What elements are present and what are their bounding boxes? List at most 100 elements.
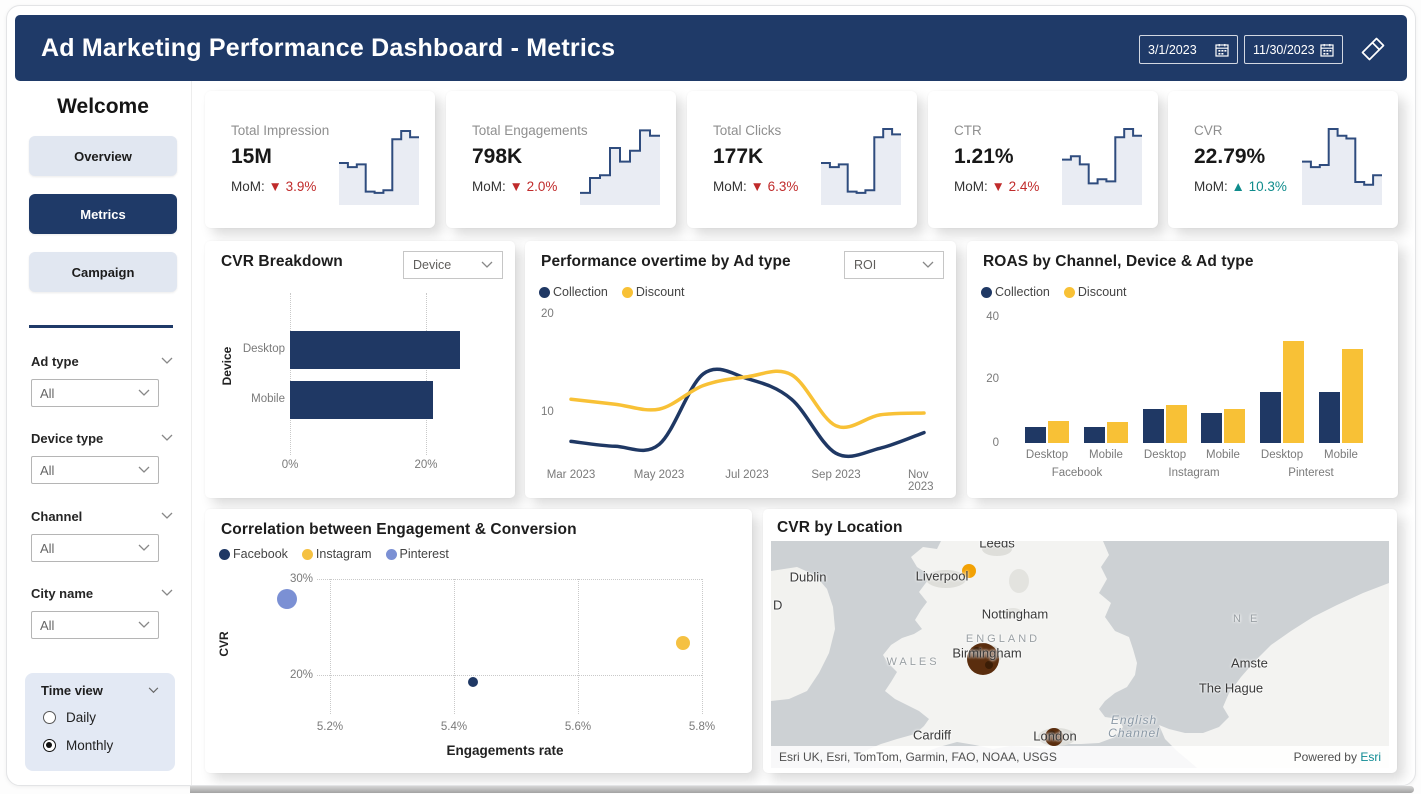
column-category-label: Mobile <box>1206 449 1240 461</box>
legend-dot-icon <box>385 548 397 560</box>
panel-title: Performance overtime by Ad type <box>541 253 791 270</box>
time-view-option-monthly[interactable]: Monthly <box>43 737 113 753</box>
column-category-label: Desktop <box>1025 449 1069 461</box>
kpi-sparkline <box>1062 128 1142 205</box>
map-bubble-birmingham[interactable] <box>972 647 982 657</box>
column-instagram-mobile-discount[interactable] <box>1224 409 1245 443</box>
panel-roas: ROAS by Channel, Device & Ad type Collec… <box>967 241 1398 498</box>
triangle-down-icon: ▼ <box>509 179 523 194</box>
legend-item-discount[interactable]: Discount <box>1063 285 1127 299</box>
map-label-english-channel: English Channel <box>1108 713 1160 740</box>
map-bubble-liverpool[interactable] <box>962 564 976 578</box>
header-bar: Ad Marketing Performance Dashboard - Met… <box>15 15 1407 81</box>
legend-item-facebook[interactable]: Facebook <box>219 547 288 561</box>
column-pinterest-mobile-collection[interactable] <box>1319 391 1340 443</box>
column-facebook-mobile-discount[interactable] <box>1107 422 1128 443</box>
x-axis-title: Engagements rate <box>446 743 564 758</box>
map-bubble-london[interactable] <box>1048 730 1056 738</box>
legend-item-collection[interactable]: Collection <box>539 285 608 299</box>
sidebar-item-overview[interactable]: Overview <box>29 136 177 176</box>
map-ireland <box>771 567 835 701</box>
radio-unchecked-icon[interactable] <box>43 710 56 724</box>
esri-link[interactable]: Esri <box>1360 750 1381 764</box>
map-label-london: London <box>1033 728 1077 744</box>
y-tick-label: 20 <box>986 373 999 385</box>
date-from-value: 3/1/2023 <box>1148 42 1197 57</box>
bar-mobile[interactable] <box>290 381 433 419</box>
y-tick-label: 0 <box>992 437 999 449</box>
sidebar-item-metrics[interactable]: Metrics <box>29 194 177 234</box>
chevron-down-icon <box>161 589 173 596</box>
cvr-breakdown-dimension-select[interactable]: Device <box>403 251 503 279</box>
clear-filters-eraser-icon[interactable] <box>1356 34 1388 66</box>
kpi-value: 798K <box>472 145 523 168</box>
legend-item-pinterest[interactable]: Pinterest <box>385 547 449 561</box>
scatter-point-pinterest[interactable] <box>276 589 297 610</box>
chevron-down-icon <box>138 621 150 628</box>
x-tick-label: May 2023 <box>633 469 685 481</box>
x-tick-label: Jul 2023 <box>725 469 769 481</box>
column-facebook-desktop-discount[interactable] <box>1048 420 1069 443</box>
x-tick-label: Sep 2023 <box>811 469 861 481</box>
column-facebook-mobile-collection[interactable] <box>1084 427 1105 443</box>
kpi-delta: ▼ 6.3% <box>750 179 799 194</box>
legend-item-collection[interactable]: Collection <box>981 285 1050 299</box>
radio-checked-icon[interactable] <box>43 738 56 752</box>
calendar-icon <box>1215 43 1229 57</box>
kpi-mom: MoM: ▼ 3.9% <box>231 179 317 194</box>
kpi-delta: ▲ 10.3% <box>1231 179 1287 194</box>
time-view-option-daily[interactable]: Daily <box>43 709 96 725</box>
line-series-discount[interactable] <box>569 369 926 429</box>
column-instagram-desktop-collection[interactable] <box>1143 409 1164 443</box>
map-bubble-birmingham[interactable] <box>985 661 993 669</box>
legend-item-discount[interactable]: Discount <box>621 285 685 299</box>
scatter-point-facebook[interactable] <box>467 676 478 687</box>
dashboard-frame: Ad Marketing Performance Dashboard - Met… <box>6 5 1416 786</box>
line-chart <box>569 367 926 459</box>
gridline <box>330 579 331 714</box>
chevron-down-icon <box>138 466 150 473</box>
filter-select-ad-type[interactable]: All <box>31 379 159 407</box>
column-pinterest-desktop-collection[interactable] <box>1260 391 1281 443</box>
sidebar-item-campaign[interactable]: Campaign <box>29 252 177 292</box>
column-pinterest-desktop-discount[interactable] <box>1283 340 1304 443</box>
kpi-card-ctr: CTR 1.21% MoM: ▼ 2.4% <box>928 91 1158 228</box>
column-instagram-mobile-collection[interactable] <box>1201 412 1222 443</box>
horizontal-scrollbar[interactable] <box>190 786 1414 793</box>
gridline <box>426 293 427 455</box>
legend: Collection Discount <box>981 285 1127 299</box>
filter-select-channel[interactable]: All <box>31 534 159 562</box>
scatter-point-instagram[interactable] <box>676 636 691 651</box>
performance-measure-select[interactable]: ROI <box>844 251 944 279</box>
kpi-sparkline <box>339 130 419 205</box>
column-group-label: Instagram <box>1168 467 1220 479</box>
panel-cvr-breakdown: CVR Breakdown Device Device 0% 20% Desktop… <box>205 241 515 498</box>
map-attribution: Esri UK, Esri, TomTom, Garmin, FAO, NOAA… <box>771 746 1389 768</box>
y-tick-label: 10 <box>541 406 554 418</box>
date-to-picker[interactable]: 11/30/2023 <box>1244 35 1343 64</box>
location-map[interactable]: Dublin Leeds Liverpool Nottingham ENGLAND Bir… <box>771 541 1389 768</box>
kpi-mom: MoM: ▼ 6.3% <box>713 179 799 194</box>
gridline <box>290 293 291 455</box>
legend-dot-icon <box>219 548 230 560</box>
gridline <box>702 579 703 714</box>
legend-item-instagram[interactable]: Instagram <box>301 547 372 561</box>
line-series-collection[interactable] <box>569 367 926 459</box>
date-from-picker[interactable]: 3/1/2023 <box>1139 35 1238 64</box>
chevron-down-icon <box>922 261 934 268</box>
bar-desktop[interactable] <box>290 331 460 369</box>
kpi-value: 1.21% <box>954 145 1014 168</box>
column-pinterest-mobile-discount[interactable] <box>1342 348 1363 443</box>
date-to-value: 11/30/2023 <box>1253 42 1315 57</box>
column-facebook-desktop-collection[interactable] <box>1025 427 1046 443</box>
panel-performance-overtime: Performance overtime by Ad type ROI Coll… <box>525 241 956 498</box>
filter-select-city-name[interactable]: All <box>31 611 159 639</box>
x-tick-label: Nov 2023 <box>908 469 934 493</box>
chevron-down-icon <box>138 389 150 396</box>
filter-label-city-name: City name <box>31 585 173 601</box>
column-instagram-desktop-discount[interactable] <box>1166 404 1187 443</box>
panel-cvr-by-location: CVR by Location Dublin Leeds Liverpool Nott… <box>763 509 1397 773</box>
filter-select-device-type[interactable]: All <box>31 456 159 484</box>
kpi-sparkline <box>821 128 901 205</box>
